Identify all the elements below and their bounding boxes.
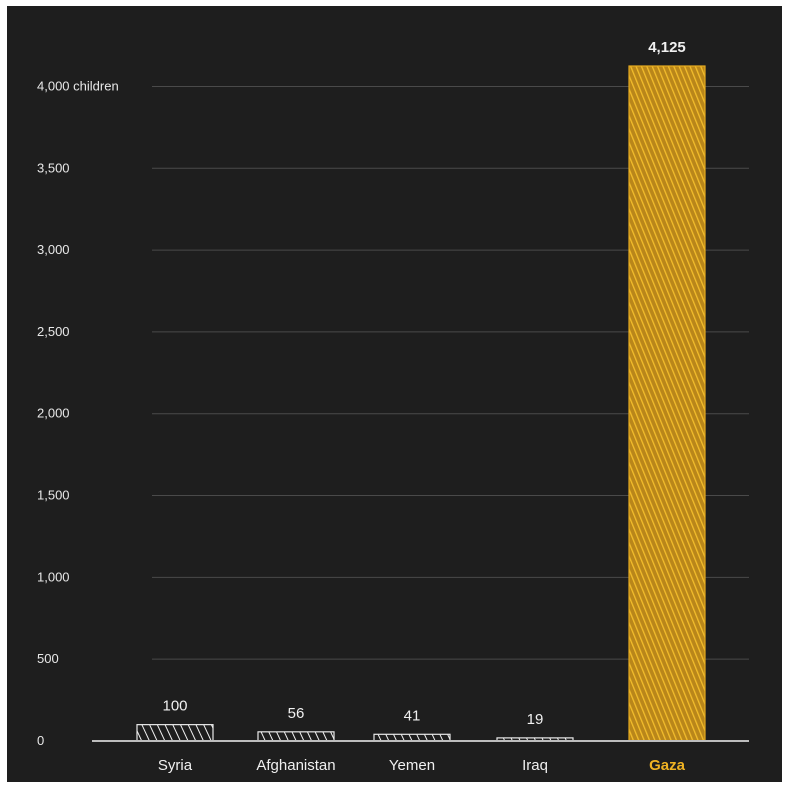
category-labels: Syria Afghanistan Yemen Iraq Gaza bbox=[158, 757, 686, 774]
y-tick-label: 1,500 bbox=[37, 488, 70, 503]
y-tick-label: 3,000 bbox=[37, 242, 70, 257]
category-label-afghanistan: Afghanistan bbox=[256, 757, 335, 774]
bar-gaza bbox=[628, 65, 706, 742]
value-label-gaza: 4,125 bbox=[648, 39, 686, 56]
value-label-iraq: 19 bbox=[527, 711, 544, 728]
bar-chart: 0 500 1,000 1,500 2,000 2,500 3,000 3,500 4,000 … bbox=[37, 39, 749, 774]
gridlines bbox=[152, 85, 749, 660]
bar-syria bbox=[136, 724, 214, 742]
y-tick-label: 2,000 bbox=[37, 406, 70, 421]
bar-afghanistan bbox=[257, 731, 335, 742]
category-label-iraq: Iraq bbox=[522, 757, 548, 774]
chart-panel: 0 500 1,000 1,500 2,000 2,500 3,000 3,500 4,000 … bbox=[7, 6, 782, 782]
y-tick-label: 2,500 bbox=[37, 324, 70, 339]
y-tick-label: 4,000 children bbox=[37, 78, 119, 93]
bar-yemen bbox=[373, 733, 451, 742]
y-tick-labels: 0 500 1,000 1,500 2,000 2,500 3,000 3,500 4,000 … bbox=[37, 78, 119, 748]
value-label-syria: 100 bbox=[162, 698, 187, 715]
value-labels: 100 56 41 19 4,125 bbox=[162, 39, 685, 728]
y-tick-label: 500 bbox=[37, 651, 59, 666]
category-label-syria: Syria bbox=[158, 757, 193, 774]
y-tick-label: 0 bbox=[37, 733, 44, 748]
value-label-afghanistan: 56 bbox=[288, 705, 305, 722]
y-tick-label: 1,000 bbox=[37, 569, 70, 584]
y-tick-label: 3,500 bbox=[37, 160, 70, 175]
value-label-yemen: 41 bbox=[404, 707, 421, 724]
category-label-yemen: Yemen bbox=[389, 757, 435, 774]
bars bbox=[136, 65, 706, 742]
category-label-gaza: Gaza bbox=[649, 757, 686, 774]
